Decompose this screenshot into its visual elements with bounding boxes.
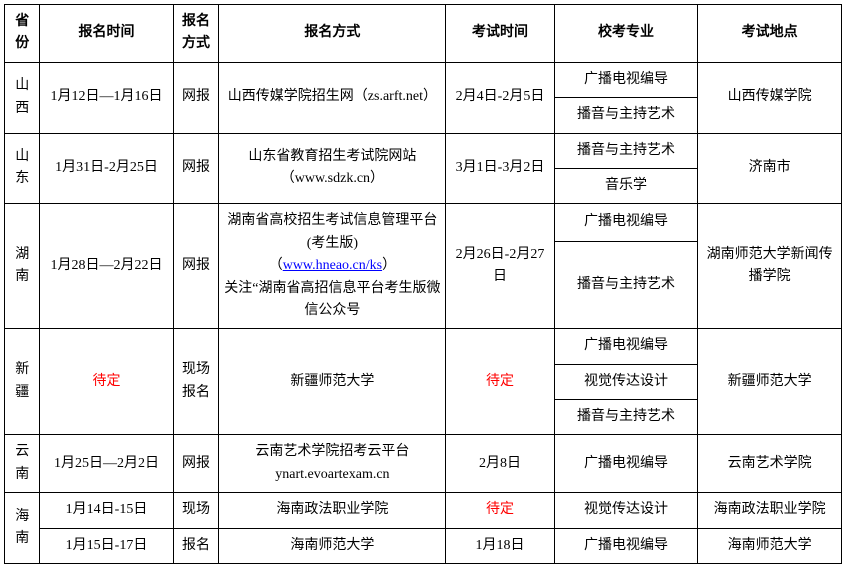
major-cell: 播音与主持艺术: [554, 241, 698, 329]
province-cell: 云南: [5, 435, 40, 493]
col-reg-way: 报名方式: [219, 5, 446, 63]
method-cell: 报名: [173, 528, 219, 563]
col-province: 省份: [5, 5, 40, 63]
location-cell: 新疆师范大学: [698, 329, 842, 435]
table-row: 海南 1月14日-15日 现场 海南政法职业学院 待定 视觉传达设计 海南政法职…: [5, 493, 842, 528]
major-cell: 视觉传达设计: [554, 364, 698, 399]
table-row: 湖南 1月28日—2月22日 网报 湖南省高校招生考试信息管理平台(考生版) （…: [5, 204, 842, 241]
reg-way-cell: 海南师范大学: [219, 528, 446, 563]
major-cell: 播音与主持艺术: [554, 98, 698, 133]
reg-time-cell: 1月28日—2月22日: [40, 204, 173, 329]
major-cell: 广播电视编导: [554, 62, 698, 97]
major-cell: 音乐学: [554, 168, 698, 203]
reg-time-cell: 1月15日-17日: [40, 528, 173, 563]
col-reg-time: 报名时间: [40, 5, 173, 63]
reg-way-text-pre: 湖南省高校招生考试信息管理平台(考生版): [227, 213, 437, 250]
reg-time-cell: 1月31日-2月25日: [40, 133, 173, 204]
method-cell: 网报: [173, 204, 219, 329]
table-row: 新疆 待定 现场报名 新疆师范大学 待定 广播电视编导 新疆师范大学: [5, 329, 842, 364]
location-cell: 海南政法职业学院: [698, 493, 842, 528]
exam-time-cell: 2月8日: [446, 435, 554, 493]
reg-time-cell: 待定: [40, 329, 173, 435]
province-cell: 海南: [5, 493, 40, 564]
reg-way-cell: 海南政法职业学院: [219, 493, 446, 528]
major-cell: 播音与主持艺术: [554, 133, 698, 168]
location-cell: 海南师范大学: [698, 528, 842, 563]
exam-time-cell: 3月1日-3月2日: [446, 133, 554, 204]
location-cell: 山西传媒学院: [698, 62, 842, 133]
table-row: 云南 1月25日—2月2日 网报 云南艺术学院招考云平台ynart.evoart…: [5, 435, 842, 493]
reg-way-text-post: 关注“湖南省高招信息平台考生版微信公众号: [224, 281, 440, 318]
table-row: 山东 1月31日-2月25日 网报 山东省教育招生考试院网站（www.sdzk.…: [5, 133, 842, 168]
method-cell: 现场: [173, 493, 219, 528]
reg-way-cell: 山西传媒学院招生网（zs.arft.net）: [219, 62, 446, 133]
reg-time-cell: 1月25日—2月2日: [40, 435, 173, 493]
major-cell: 广播电视编导: [554, 528, 698, 563]
location-cell: 湖南师范大学新闻传播学院: [698, 204, 842, 329]
reg-way-cell: 湖南省高校招生考试信息管理平台(考生版) （www.hneao.cn/ks） 关…: [219, 204, 446, 329]
province-cell: 山东: [5, 133, 40, 204]
location-cell: 云南艺术学院: [698, 435, 842, 493]
major-cell: 广播电视编导: [554, 329, 698, 364]
province-cell: 湖南: [5, 204, 40, 329]
reg-way-cell: 山东省教育招生考试院网站（www.sdzk.cn）: [219, 133, 446, 204]
method-cell: 网报: [173, 133, 219, 204]
province-cell: 山西: [5, 62, 40, 133]
major-cell: 播音与主持艺术: [554, 400, 698, 435]
major-cell: 视觉传达设计: [554, 493, 698, 528]
method-cell: 现场报名: [173, 329, 219, 435]
province-cell: 新疆: [5, 329, 40, 435]
schedule-table: 省份 报名时间 报名方式 报名方式 考试时间 校考专业 考试地点 山西 1月12…: [4, 4, 842, 564]
col-location: 考试地点: [698, 5, 842, 63]
major-cell: 广播电视编导: [554, 204, 698, 241]
method-cell: 网报: [173, 435, 219, 493]
col-method: 报名方式: [173, 5, 219, 63]
location-cell: 济南市: [698, 133, 842, 204]
header-row: 省份 报名时间 报名方式 报名方式 考试时间 校考专业 考试地点: [5, 5, 842, 63]
exam-time-cell: 2月4日-2月5日: [446, 62, 554, 133]
method-cell: 网报: [173, 62, 219, 133]
table-row: 1月15日-17日 报名 海南师范大学 1月18日 广播电视编导 海南师范大学: [5, 528, 842, 563]
major-cell: 广播电视编导: [554, 435, 698, 493]
reg-way-link[interactable]: www.hneao.cn/ks: [283, 258, 382, 273]
exam-time-cell: 2月26日-2月27日: [446, 204, 554, 329]
exam-time-cell: 1月18日: [446, 528, 554, 563]
exam-time-cell: 待定: [446, 493, 554, 528]
reg-way-cell: 云南艺术学院招考云平台ynart.evoartexam.cn: [219, 435, 446, 493]
reg-time-cell: 1月14日-15日: [40, 493, 173, 528]
col-major: 校考专业: [554, 5, 698, 63]
reg-time-cell: 1月12日—1月16日: [40, 62, 173, 133]
col-exam-time: 考试时间: [446, 5, 554, 63]
table-row: 山西 1月12日—1月16日 网报 山西传媒学院招生网（zs.arft.net）…: [5, 62, 842, 97]
exam-time-cell: 待定: [446, 329, 554, 435]
reg-way-cell: 新疆师范大学: [219, 329, 446, 435]
